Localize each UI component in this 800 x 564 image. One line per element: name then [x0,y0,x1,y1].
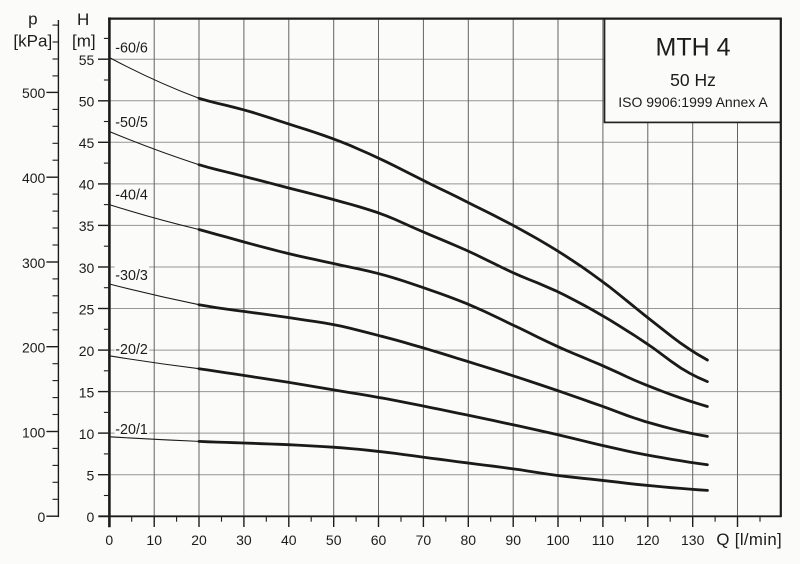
svg-text:55: 55 [79,52,95,68]
svg-text:20: 20 [191,532,207,548]
svg-text:60: 60 [371,532,387,548]
svg-text:0: 0 [38,509,46,525]
svg-text:400: 400 [22,170,46,186]
svg-text:70: 70 [416,532,432,548]
svg-text:20: 20 [79,343,95,359]
svg-text:-50/5: -50/5 [115,115,148,131]
svg-text:-30/3: -30/3 [115,268,148,284]
svg-text:50: 50 [79,94,95,110]
svg-text:40: 40 [281,532,297,548]
svg-text:5: 5 [87,468,95,484]
svg-text:45: 45 [79,135,95,151]
svg-text:100: 100 [546,532,570,548]
svg-text:-60/6: -60/6 [115,40,148,56]
svg-text:40: 40 [79,177,95,193]
svg-text:ISO 9906:1999 Annex A: ISO 9906:1999 Annex A [618,94,768,110]
svg-text:0: 0 [87,509,95,525]
svg-text:100: 100 [22,424,46,440]
svg-text:-40/4: -40/4 [115,187,148,203]
svg-text:[m]: [m] [72,31,96,50]
svg-text:15: 15 [79,384,95,400]
svg-text:35: 35 [79,218,95,234]
svg-text:500: 500 [22,85,46,101]
svg-text:H: H [77,10,89,29]
svg-text:130: 130 [681,532,705,548]
svg-text:p: p [28,10,37,29]
svg-text:120: 120 [636,532,660,548]
svg-text:MTH 4: MTH 4 [656,34,731,62]
svg-text:30: 30 [79,260,95,276]
svg-text:25: 25 [79,301,95,317]
svg-text:110: 110 [592,532,615,548]
svg-text:50: 50 [326,532,342,548]
svg-text:10: 10 [79,426,95,442]
svg-text:Q [l/min]: Q [l/min] [716,530,782,549]
svg-text:-20/2: -20/2 [115,342,148,358]
svg-text:10: 10 [146,532,162,548]
svg-text:80: 80 [461,532,477,548]
svg-text:0: 0 [105,532,113,548]
svg-text:30: 30 [236,532,252,548]
svg-text:90: 90 [505,532,521,548]
svg-text:50 Hz: 50 Hz [670,70,716,90]
svg-text:200: 200 [22,340,46,356]
svg-text:300: 300 [22,255,46,271]
svg-text:-20/1: -20/1 [115,422,148,438]
svg-text:[kPa]: [kPa] [13,31,52,50]
